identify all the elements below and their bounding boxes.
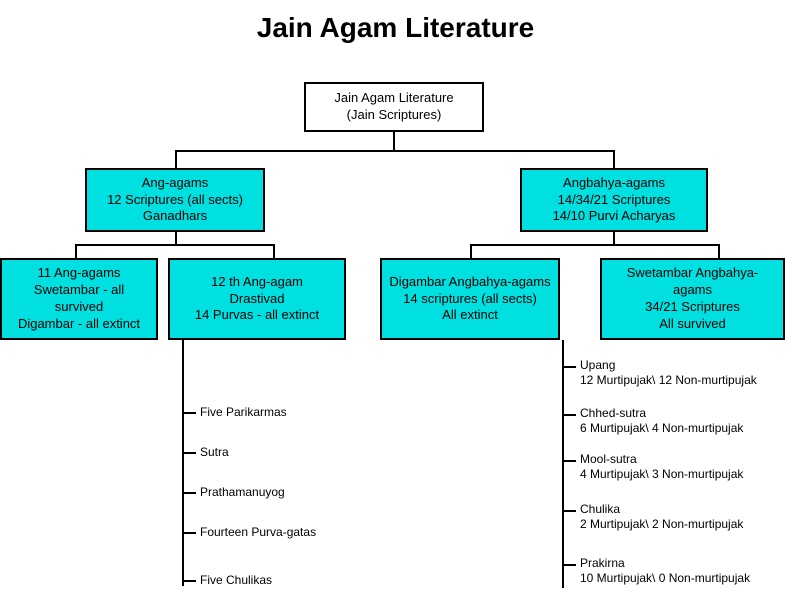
leaf-right-l2: 10 Murtipujak\ 0 Non-murtipujak — [580, 571, 750, 585]
leaf-right-l2: 4 Murtipujak\ 3 Non-murtipujak — [580, 467, 743, 481]
node-text: 34/21 Scriptures — [645, 299, 740, 316]
connector — [182, 340, 184, 586]
leaf-left: Fourteen Purva-gatas — [200, 525, 316, 540]
leaf-left: Sutra — [200, 445, 229, 460]
node-text: 14/10 Purvi Acharyas — [553, 208, 676, 225]
connector — [562, 340, 564, 588]
node-text: 14 scriptures (all sects) — [403, 291, 537, 308]
leaf-left: Prathamanuyog — [200, 485, 285, 500]
connector — [182, 532, 196, 534]
node-text: Ang-agams — [142, 175, 208, 192]
node-text: Ganadhars — [143, 208, 207, 225]
page-title: Jain Agam Literature — [0, 12, 791, 44]
leaf-right: Mool-sutra 4 Murtipujak\ 3 Non-murtipuja… — [580, 452, 743, 482]
node-text: 14 Purvas - all extinct — [195, 307, 319, 324]
leaf-right-l2: 12 Murtipujak\ 12 Non-murtipujak — [580, 373, 757, 387]
connector — [470, 244, 720, 246]
node-text: Drastivad — [230, 291, 285, 308]
node-digambar-angbahya: Digambar Angbahya-agams 14 scriptures (a… — [380, 258, 560, 340]
connector — [562, 460, 576, 462]
node-text: Digambar - all extinct — [18, 316, 140, 333]
leaf-left: Five Chulikas — [200, 573, 272, 588]
node-11-ang-agams: 11 Ang-agams Swetambar - all survived Di… — [0, 258, 158, 340]
leaf-right: Chulika 2 Murtipujak\ 2 Non-murtipujak — [580, 502, 743, 532]
leaf-right-l2: 6 Murtipujak\ 4 Non-murtipujak — [580, 421, 743, 435]
connector — [182, 452, 196, 454]
leaf-right: Upang 12 Murtipujak\ 12 Non-murtipujak — [580, 358, 757, 388]
leaf-right-l1: Chhed-sutra — [580, 406, 646, 420]
root-node: Jain Agam Literature (Jain Scriptures) — [304, 82, 484, 132]
leaf-right-l1: Mool-sutra — [580, 452, 637, 466]
connector — [175, 150, 177, 168]
leaf-right-l1: Upang — [580, 358, 615, 372]
root-line1: Jain Agam Literature — [334, 90, 453, 107]
leaf-right-l1: Prakirna — [580, 556, 625, 570]
node-text: Swetambar - all survived — [8, 282, 150, 316]
connector — [175, 150, 615, 152]
node-12th-ang-agam: 12 th Ang-agam Drastivad 14 Purvas - all… — [168, 258, 346, 340]
node-text: All survived — [659, 316, 725, 333]
node-text: Swetambar Angbahya-agams — [608, 265, 777, 299]
node-text: 12 Scriptures (all sects) — [107, 192, 243, 209]
leaf-right-l2: 2 Murtipujak\ 2 Non-murtipujak — [580, 517, 743, 531]
node-text: 12 th Ang-agam — [211, 274, 303, 291]
node-text: Angbahya-agams — [563, 175, 665, 192]
connector — [562, 510, 576, 512]
connector — [393, 132, 395, 152]
node-text: All extinct — [442, 307, 498, 324]
node-text: Digambar Angbahya-agams — [389, 274, 550, 291]
connector — [562, 414, 576, 416]
leaf-right: Prakirna 10 Murtipujak\ 0 Non-murtipujak — [580, 556, 750, 586]
connector — [562, 366, 576, 368]
node-text: 14/34/21 Scriptures — [558, 192, 671, 209]
connector — [182, 580, 196, 582]
connector — [182, 412, 196, 414]
node-swetambar-angbahya: Swetambar Angbahya-agams 34/21 Scripture… — [600, 258, 785, 340]
leaf-left: Five Parikarmas — [200, 405, 287, 420]
node-text: 11 Ang-agams — [38, 265, 121, 282]
connector — [562, 564, 576, 566]
connector — [182, 492, 196, 494]
node-ang-agams: Ang-agams 12 Scriptures (all sects) Gana… — [85, 168, 265, 232]
connector — [613, 150, 615, 168]
connector — [75, 244, 275, 246]
leaf-right: Chhed-sutra 6 Murtipujak\ 4 Non-murtipuj… — [580, 406, 743, 436]
leaf-right-l1: Chulika — [580, 502, 620, 516]
node-angbahya-agams: Angbahya-agams 14/34/21 Scriptures 14/10… — [520, 168, 708, 232]
root-line2: (Jain Scriptures) — [347, 107, 442, 124]
